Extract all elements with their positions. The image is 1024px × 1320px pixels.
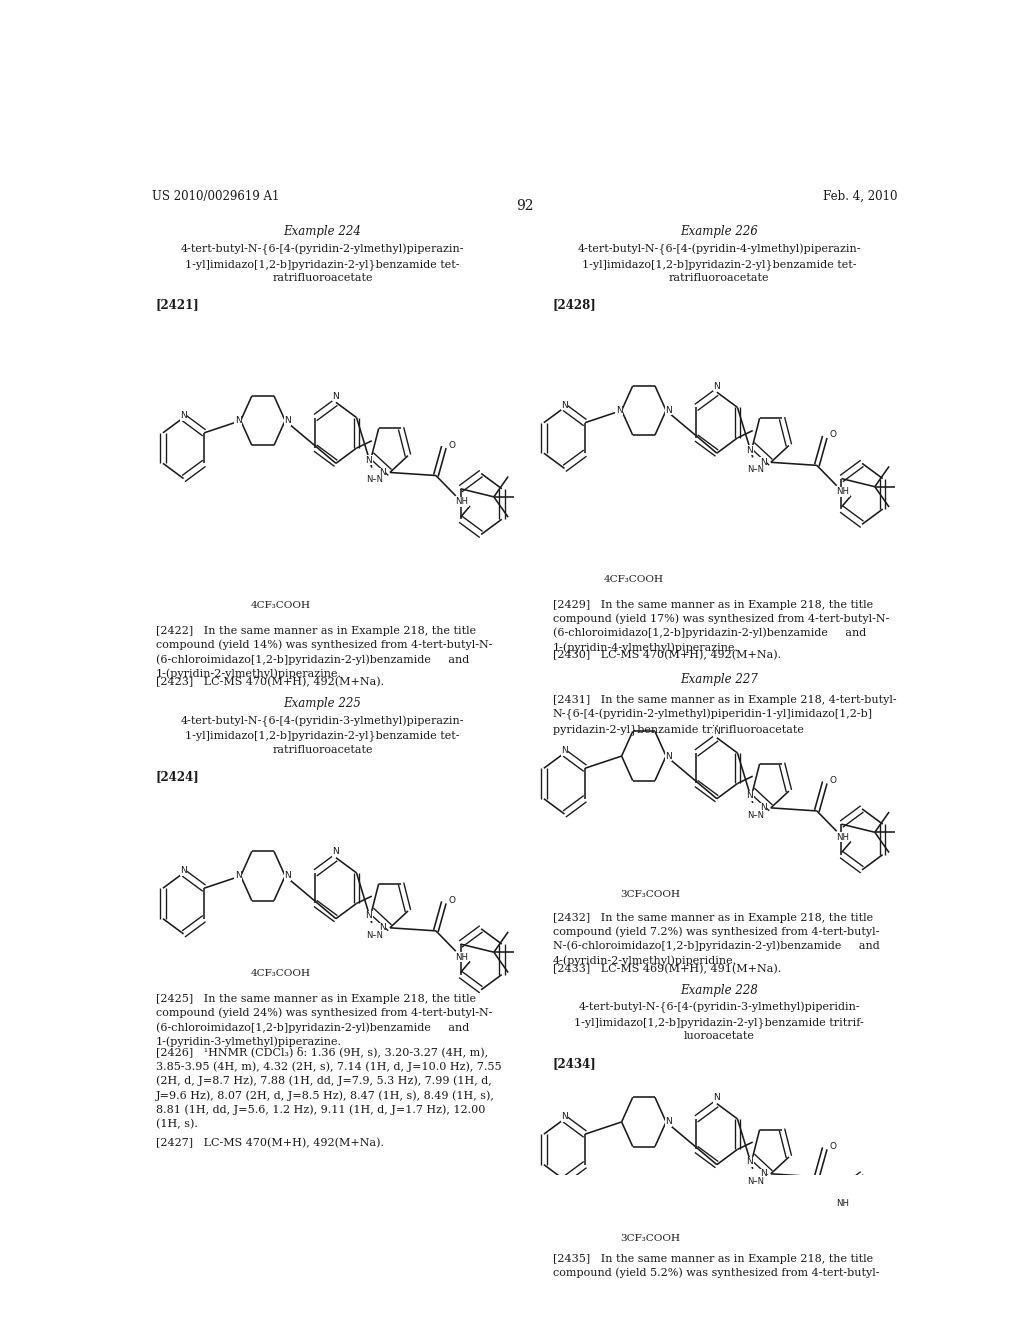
- Text: O: O: [449, 441, 456, 450]
- Text: N–N: N–N: [748, 1176, 764, 1185]
- Text: N–N: N–N: [367, 475, 383, 484]
- Text: [2427]   LC-MS 470(M+H), 492(M+Na).: [2427] LC-MS 470(M+H), 492(M+Na).: [156, 1138, 384, 1148]
- Text: N: N: [284, 871, 291, 880]
- Text: N: N: [714, 381, 720, 391]
- Text: N: N: [665, 1118, 672, 1126]
- Text: N: N: [379, 469, 386, 477]
- Text: N–N: N–N: [367, 931, 383, 940]
- Text: N: N: [284, 416, 291, 425]
- Text: N: N: [234, 416, 242, 425]
- Text: N: N: [333, 392, 339, 401]
- Text: 4CF₃COOH: 4CF₃COOH: [251, 601, 311, 610]
- Text: N: N: [366, 911, 373, 920]
- Text: Example 228: Example 228: [680, 983, 758, 997]
- Text: 4CF₃COOH: 4CF₃COOH: [251, 969, 311, 978]
- Text: [2435]   In the same manner as in Example 218, the title
compound (yield 5.2%) w: [2435] In the same manner as in Example …: [553, 1254, 879, 1279]
- Text: [2433]   LC-MS 469(M+H), 491(M+Na).: [2433] LC-MS 469(M+H), 491(M+Na).: [553, 964, 781, 974]
- Text: N: N: [746, 446, 754, 454]
- Text: N: N: [561, 1113, 568, 1122]
- Text: N: N: [561, 401, 568, 411]
- Text: 92: 92: [516, 199, 534, 213]
- Text: N–N: N–N: [748, 465, 764, 474]
- Text: Example 227: Example 227: [680, 673, 758, 685]
- Text: 4CF₃COOH: 4CF₃COOH: [604, 576, 665, 585]
- Text: N: N: [714, 1093, 720, 1102]
- Text: US 2010/0029619 A1: US 2010/0029619 A1: [152, 190, 280, 203]
- Text: N: N: [180, 411, 187, 420]
- Text: 4-tert-butyl-N-{6-[4-(pyridin-3-ylmethyl)piperidin-
1-yl]imidazo[1,2-b]pyridazin: 4-tert-butyl-N-{6-[4-(pyridin-3-ylmethyl…: [574, 1002, 864, 1041]
- Text: NH: NH: [456, 953, 469, 962]
- Text: Feb. 4, 2010: Feb. 4, 2010: [823, 190, 898, 203]
- Text: N: N: [760, 804, 767, 812]
- Text: N: N: [561, 747, 568, 755]
- Text: N: N: [333, 847, 339, 857]
- Text: O: O: [449, 896, 456, 906]
- Text: [2429]   In the same manner as in Example 218, the title
compound (yield 17%) wa: [2429] In the same manner as in Example …: [553, 599, 889, 653]
- Text: N: N: [760, 458, 767, 467]
- Text: N: N: [234, 871, 242, 880]
- Text: N–N: N–N: [748, 810, 764, 820]
- Text: [2430]   LC-MS 470(M+H), 492(M+Na).: [2430] LC-MS 470(M+H), 492(M+Na).: [553, 651, 780, 661]
- Text: NH: NH: [837, 833, 850, 842]
- Text: [2422]   In the same manner as in Example 218, the title
compound (yield 14%) wa: [2422] In the same manner as in Example …: [156, 626, 493, 680]
- Text: [2423]   LC-MS 470(M+H), 492(M+Na).: [2423] LC-MS 470(M+H), 492(M+Na).: [156, 677, 384, 688]
- Text: N: N: [746, 1158, 754, 1166]
- Text: NH: NH: [837, 487, 850, 496]
- Text: [2424]: [2424]: [156, 771, 200, 783]
- Text: [2431]   In the same manner as in Example 218, 4-tert-butyl-
N-{6-[4-(pyridin-2-: [2431] In the same manner as in Example …: [553, 696, 896, 735]
- Text: N: N: [366, 455, 373, 465]
- Text: [2421]: [2421]: [156, 297, 200, 310]
- Text: [2432]   In the same manner as in Example 218, the title
compound (yield 7.2%) w: [2432] In the same manner as in Example …: [553, 912, 880, 966]
- Text: O: O: [829, 430, 837, 440]
- Text: N: N: [615, 407, 623, 414]
- Text: [2426]   ¹HNMR (CDCl₃) δ: 1.36 (9H, s), 3.20-3.27 (4H, m),
3.85-3.95 (4H, m), 4.: [2426] ¹HNMR (CDCl₃) δ: 1.36 (9H, s), 3.…: [156, 1047, 502, 1130]
- Text: 3CF₃COOH: 3CF₃COOH: [620, 890, 680, 899]
- Text: 4-tert-butyl-N-{6-[4-(pyridin-3-ylmethyl)piperazin-
1-yl]imidazo[1,2-b]pyridazin: 4-tert-butyl-N-{6-[4-(pyridin-3-ylmethyl…: [180, 715, 464, 755]
- Text: N: N: [714, 727, 720, 737]
- Text: Example 224: Example 224: [284, 226, 361, 239]
- Text: [2434]: [2434]: [553, 1057, 596, 1071]
- Text: NH: NH: [837, 1199, 850, 1208]
- Text: N: N: [760, 1170, 767, 1179]
- Text: 4-tert-butyl-N-{6-[4-(pyridin-4-ylmethyl)piperazin-
1-yl]imidazo[1,2-b]pyridazin: 4-tert-butyl-N-{6-[4-(pyridin-4-ylmethyl…: [578, 244, 861, 282]
- Text: O: O: [829, 1142, 837, 1151]
- Text: N: N: [665, 751, 672, 760]
- Text: 4-tert-butyl-N-{6-[4-(pyridin-2-ylmethyl)piperazin-
1-yl]imidazo[1,2-b]pyridazin: 4-tert-butyl-N-{6-[4-(pyridin-2-ylmethyl…: [180, 244, 464, 282]
- Text: N: N: [746, 791, 754, 800]
- Text: [2425]   In the same manner as in Example 218, the title
compound (yield 24%) wa: [2425] In the same manner as in Example …: [156, 994, 493, 1047]
- Text: NH: NH: [456, 498, 469, 507]
- Text: O: O: [829, 776, 837, 785]
- Text: Example 225: Example 225: [284, 697, 361, 710]
- Text: 3CF₃COOH: 3CF₃COOH: [620, 1234, 680, 1242]
- Text: N: N: [665, 407, 672, 414]
- Text: N: N: [379, 923, 386, 932]
- Text: N: N: [180, 866, 187, 875]
- Text: [2428]: [2428]: [553, 297, 596, 310]
- Text: Example 226: Example 226: [680, 226, 758, 239]
